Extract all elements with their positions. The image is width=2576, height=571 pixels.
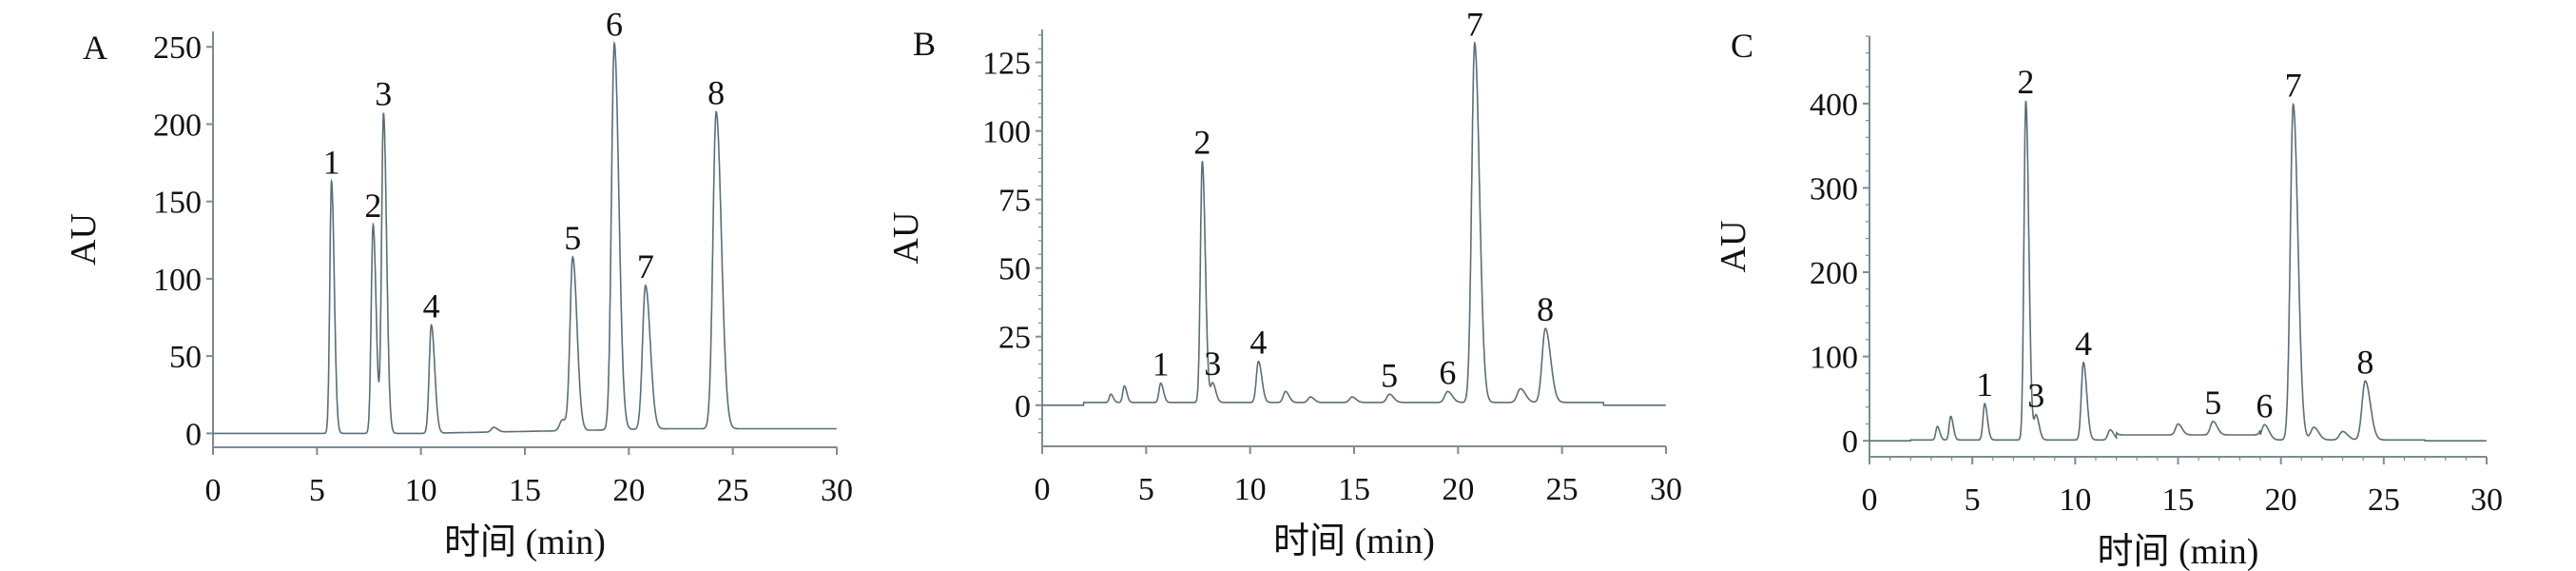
x-tick-label: 15 [509, 473, 541, 508]
peak-label-8: 8 [1537, 290, 1554, 328]
chromatogram-trace [1042, 41, 1666, 406]
peak-label-3: 3 [2027, 377, 2044, 415]
peak-label-1: 1 [1976, 365, 1993, 404]
x-tick-label: 5 [1138, 472, 1154, 507]
peak-label-7: 7 [1466, 5, 1483, 43]
y-axis-label: AU [64, 213, 104, 266]
chromatogram-trace [213, 41, 837, 435]
y-tick-label: 100 [982, 115, 1031, 150]
y-tick-label: 0 [1842, 424, 1858, 460]
y-tick-label: 250 [153, 30, 202, 66]
x-axis-label: 时间 (min) [1273, 522, 1435, 561]
peak-label-8: 8 [2356, 343, 2373, 381]
peak-label-3: 3 [375, 75, 392, 113]
x-tick-label: 15 [2162, 482, 2195, 518]
panel-label: A [83, 29, 107, 67]
peak-label-7: 7 [637, 247, 654, 286]
x-axis-label: 时间 (min) [444, 522, 606, 562]
x-tick-label: 20 [612, 473, 645, 508]
x-tick-label: 25 [2368, 482, 2400, 518]
peak-label-5: 5 [564, 219, 581, 257]
y-tick-label: 50 [998, 252, 1031, 287]
x-tick-label: 15 [1338, 472, 1370, 507]
peak-label-6: 6 [1439, 353, 1456, 391]
chart-panel-c: 0 100 200 300 400 0 5 10 15 20 25 30 时间 (min) AU C 1 2 34… [1714, 27, 2503, 571]
peak-label-3: 3 [1204, 345, 1221, 383]
x-tick-label: 5 [1965, 482, 1981, 518]
y-tick-label: 0 [185, 417, 202, 452]
y-tick-label: 200 [153, 108, 202, 143]
y-tick-label: 125 [982, 47, 1031, 82]
panel-label: B [913, 25, 936, 63]
peak-label-1: 1 [323, 144, 340, 182]
peak-label-6: 6 [2256, 386, 2273, 424]
peak-label-5: 5 [1381, 356, 1398, 394]
peak-label-2: 2 [364, 187, 381, 225]
peak-label-7: 7 [2285, 67, 2302, 105]
y-tick-label: 100 [153, 263, 202, 298]
x-tick-label: 20 [2265, 482, 2297, 518]
x-tick-label: 10 [2059, 482, 2091, 518]
peak-label-4: 4 [2075, 325, 2092, 363]
y-axis-label: AU [1714, 221, 1753, 273]
y-tick-label: 25 [998, 321, 1031, 356]
y-tick-label: 300 [1810, 171, 1858, 207]
x-tick-label: 5 [309, 473, 325, 508]
y-tick-label: 75 [998, 184, 1031, 219]
y-tick-label: 200 [1810, 256, 1858, 291]
x-tick-label: 25 [717, 473, 749, 508]
peak-label-4: 4 [423, 286, 440, 325]
x-tick-label: 20 [1442, 472, 1474, 507]
chromatogram-trace [1869, 101, 2487, 442]
x-tick-label: 30 [2470, 482, 2503, 518]
y-tick-label: 50 [169, 340, 202, 375]
y-tick-label: 100 [1810, 341, 1858, 376]
x-tick-label: 0 [205, 473, 222, 508]
x-tick-label: 0 [1862, 482, 1878, 518]
y-axis-label: AU [886, 212, 926, 265]
y-tick-label: 0 [1015, 389, 1031, 424]
x-tick-label: 30 [1650, 472, 1682, 507]
x-tick-label: 10 [405, 473, 437, 508]
x-tick-label: 25 [1546, 472, 1579, 507]
peak-label-2: 2 [2017, 63, 2034, 101]
x-tick-label: 10 [1234, 472, 1267, 507]
x-tick-label: 0 [1035, 472, 1051, 507]
peak-label-8: 8 [707, 73, 725, 111]
peak-label-1: 1 [1152, 345, 1170, 384]
panel-label: C [1731, 27, 1753, 65]
peak-label-6: 6 [606, 5, 623, 43]
x-axis-label: 时间 (min) [2098, 532, 2259, 571]
peak-label-2: 2 [1193, 123, 1211, 161]
y-tick-label: 150 [153, 186, 202, 221]
x-tick-label: 30 [821, 473, 853, 508]
peak-label-4: 4 [1249, 324, 1267, 362]
y-tick-label: 400 [1810, 88, 1858, 123]
peak-label-5: 5 [2204, 384, 2221, 422]
